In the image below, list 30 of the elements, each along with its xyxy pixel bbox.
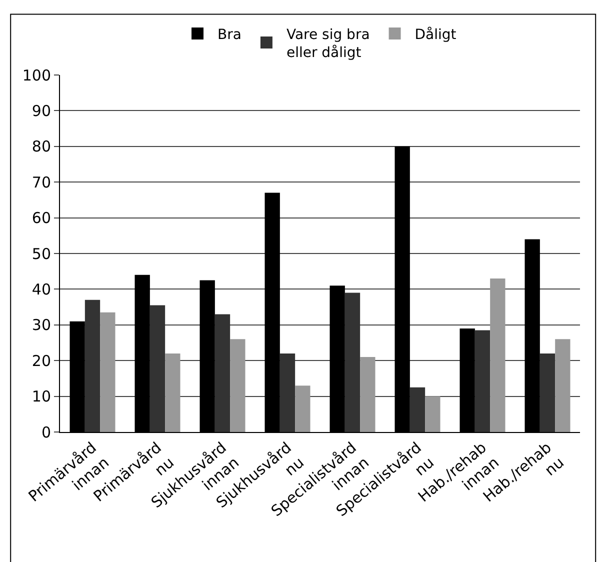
bar: [100, 312, 116, 432]
legend-label: Dåligt: [414, 26, 457, 43]
y-tick-label: 0: [41, 423, 51, 442]
y-tick-label: 40: [32, 280, 51, 298]
y-tick-label: 100: [22, 66, 51, 84]
bar: [214, 314, 230, 432]
bar: [295, 386, 310, 432]
bar: [230, 339, 246, 432]
y-tick-label: 20: [32, 352, 51, 370]
y-tick-label: 60: [32, 209, 51, 228]
bar: [540, 353, 556, 432]
bar: [165, 353, 180, 432]
bar: [490, 278, 506, 432]
y-tick-label: 80: [32, 138, 51, 156]
y-tick-label: 10: [32, 388, 51, 406]
legend-label: Bra: [218, 26, 242, 43]
y-tick-label: 50: [32, 244, 51, 263]
y-tick-label: 70: [32, 173, 51, 192]
bar: [410, 387, 426, 432]
bar: [280, 353, 296, 432]
y-tick-label: 30: [32, 316, 51, 334]
bar: [150, 305, 166, 432]
y-tick-label: 90: [32, 102, 51, 120]
bar: [344, 292, 360, 432]
bar: [425, 396, 440, 432]
bar: [474, 330, 490, 432]
legend-label: Vare sig bra eller dåligt: [286, 26, 370, 62]
bar: [84, 300, 100, 432]
bar: [555, 339, 570, 432]
bar: [360, 357, 376, 432]
